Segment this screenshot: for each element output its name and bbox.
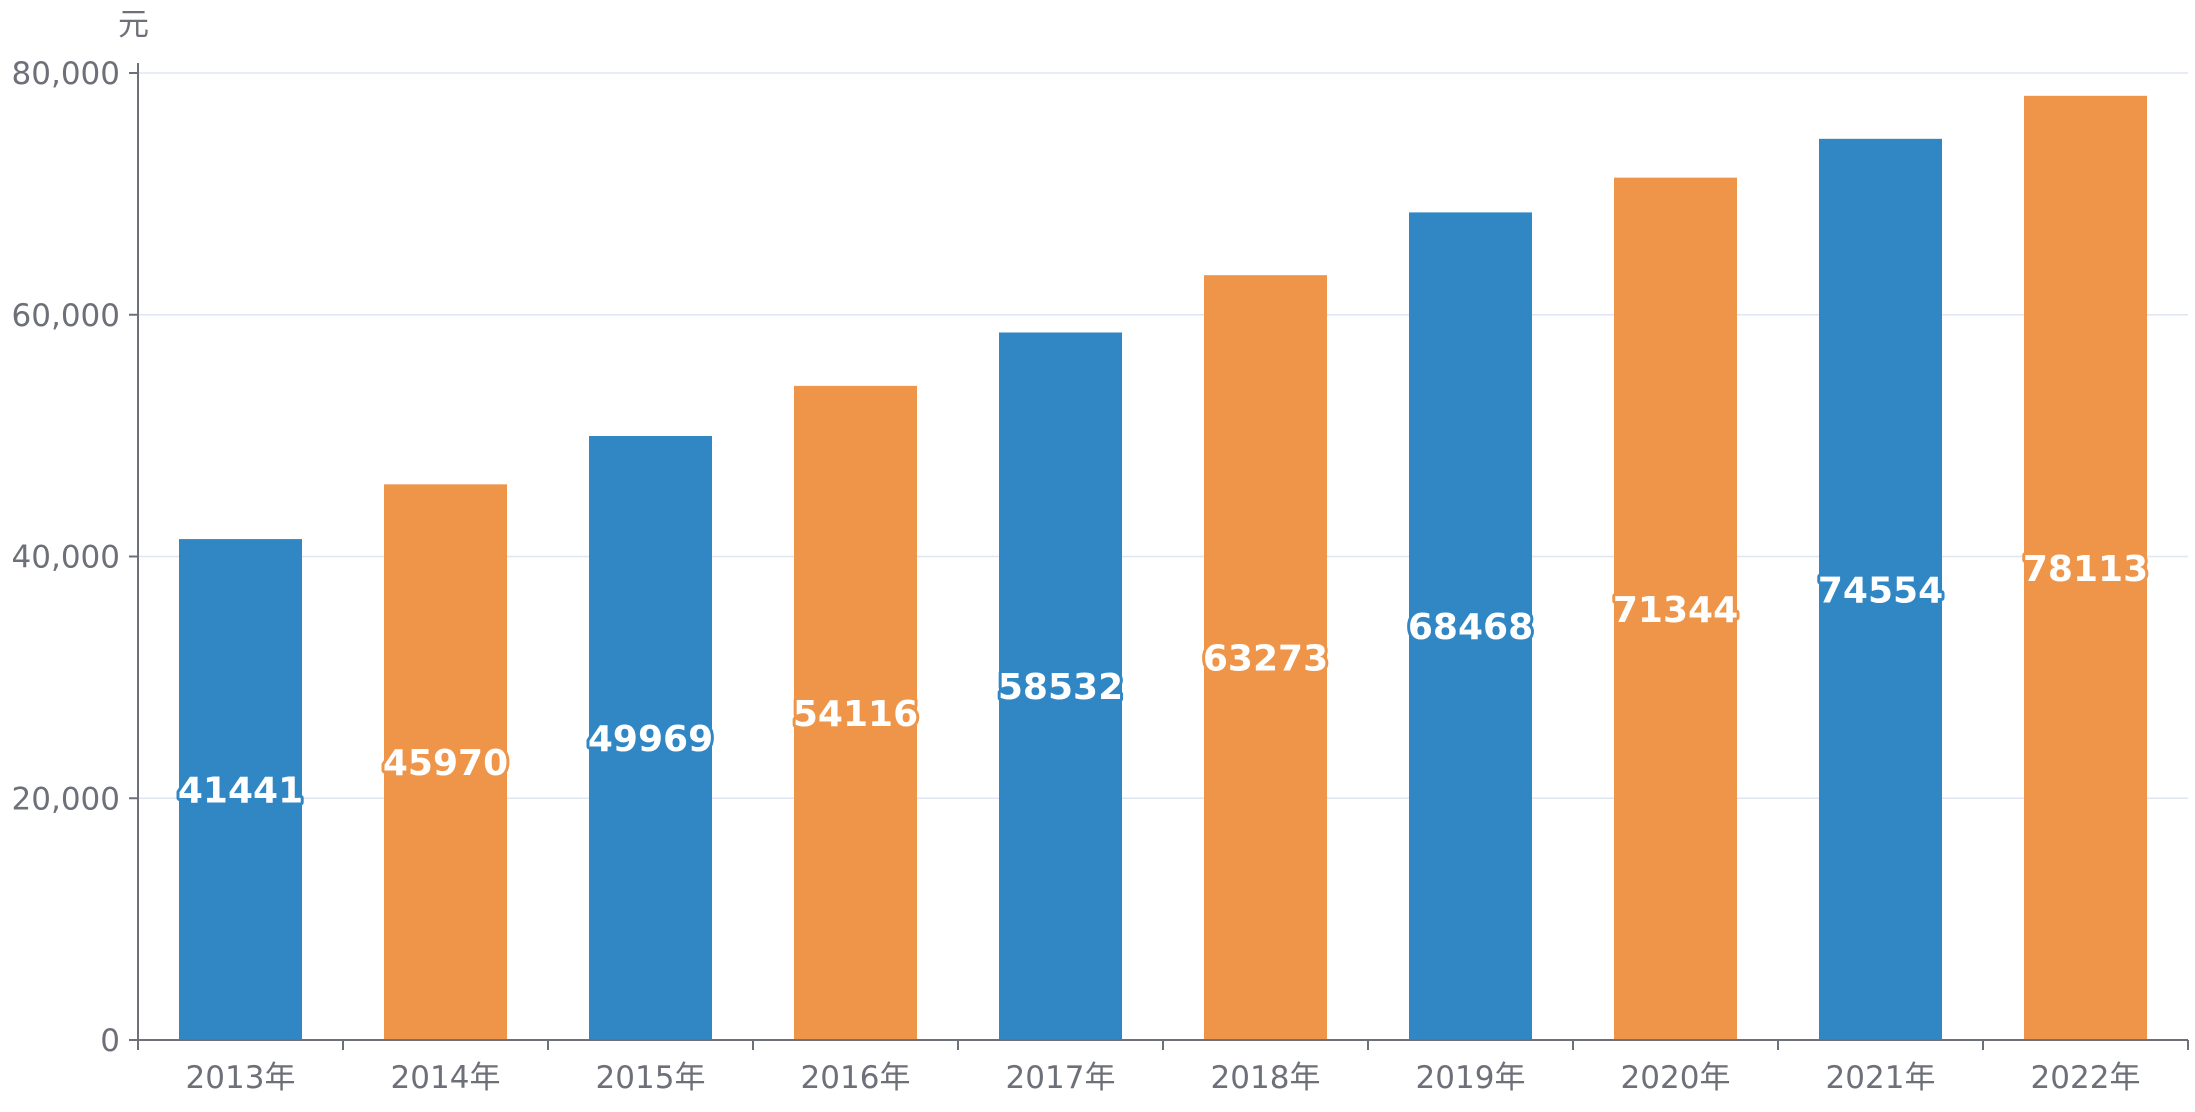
bar — [1819, 138, 1942, 1041]
y-tick-label: 60,000 — [12, 298, 120, 334]
bar — [1614, 177, 1737, 1040]
x-tick-label: 2013年 — [186, 1060, 296, 1096]
x-tick-label: 2022年 — [2031, 1060, 2141, 1096]
bar-data-label: 41441 — [178, 771, 303, 812]
bar-data-label: 74554 — [1818, 570, 1943, 611]
x-tick-label: 2016年 — [801, 1060, 911, 1096]
data-labels: 41441 45970 49969 54116 58532 63273 68468 71344… — [175, 546, 2151, 815]
bar — [384, 484, 507, 1040]
x-tick-label: 2021年 — [1826, 1060, 1936, 1096]
bar — [179, 539, 302, 1040]
y-tick-label: 0 — [100, 1023, 120, 1059]
bar — [1409, 212, 1532, 1040]
x-tick-label: 2018年 — [1211, 1060, 1321, 1096]
y-tick-label: 20,000 — [12, 781, 120, 817]
bar-data-label: 63273 — [1203, 639, 1328, 680]
bar-data-label: 58532 — [998, 667, 1123, 708]
bar — [589, 435, 712, 1040]
bar — [794, 385, 917, 1040]
bars — [179, 95, 2147, 1041]
bar-data-label: 71344 — [1613, 590, 1738, 631]
y-tick-label: 80,000 — [12, 56, 120, 92]
bar — [1204, 275, 1327, 1040]
bar-data-label: 78113 — [2023, 549, 2148, 590]
y-tick-label: 40,000 — [12, 540, 120, 576]
x-tick-label: 2017年 — [1006, 1060, 1116, 1096]
bar-data-label: 49969 — [588, 719, 713, 760]
bar-data-label: 68468 — [1408, 607, 1533, 648]
bar-data-label: 54116 — [793, 694, 918, 735]
bar — [2024, 95, 2147, 1041]
y-axis-unit-label: 元 — [118, 7, 149, 43]
x-tick-label: 2014年 — [391, 1060, 501, 1096]
bar — [999, 332, 1122, 1040]
x-tick-label: 2015年 — [596, 1060, 706, 1096]
bar-data-label: 45970 — [383, 743, 508, 784]
x-tick-label: 2020年 — [1621, 1060, 1731, 1096]
axes: 0 20,000 40,000 60,000 80,000 2013年 2014年 2015年… — [12, 56, 2189, 1096]
x-tick-label: 2019年 — [1416, 1060, 1526, 1096]
